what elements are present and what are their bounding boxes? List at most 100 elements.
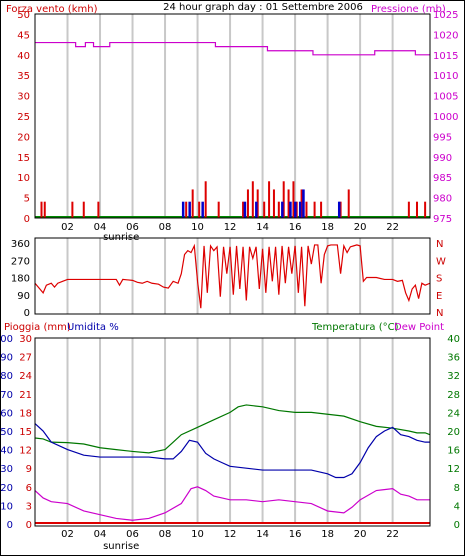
pressure-y-tick-label: 980 — [433, 194, 452, 205]
rain-y-tick-label: 18 — [19, 408, 32, 419]
wind-bar — [300, 189, 303, 218]
temperature-y-tick-label: 24 — [447, 408, 460, 419]
wind-bar — [246, 189, 249, 218]
wind-bar — [305, 201, 308, 218]
wind-y-tick-label: 30 — [17, 92, 30, 103]
rain-y-tick-label: 15 — [19, 427, 32, 438]
direction-y-tick-label: 90 — [17, 291, 30, 302]
wind-panel-grid — [66, 14, 394, 218]
wind-bar — [256, 189, 259, 218]
compass-label: W — [436, 256, 446, 267]
pressure-y-tick-label: 990 — [433, 153, 452, 164]
temperature-y-ticks: 0 4 8 12 16 20 24 28 32 36 40 — [447, 334, 460, 531]
pressure-y-tick-label: 1025 — [433, 10, 458, 21]
pressure-y-tick-label: 985 — [433, 173, 452, 184]
pressure-y-tick-label: 995 — [433, 132, 452, 143]
wind-axis-title: Forza vento (kmh) — [6, 4, 98, 15]
x-tick-label: 12 — [224, 222, 237, 233]
x-tick-label: 14 — [256, 222, 269, 233]
pressure-axis-title: Pressione (mb) — [371, 4, 446, 15]
direction-y-tick-label: 180 — [11, 274, 30, 285]
pressure-y-tick-label: 1000 — [433, 112, 458, 123]
wind-bar — [198, 201, 201, 218]
temperature-axis-title: Temperatura (°C) — [311, 322, 399, 333]
x-tick-label: 10 — [191, 222, 204, 233]
wind-y-tick-label: 45 — [17, 30, 30, 41]
x-tick-label: 10 — [191, 529, 204, 540]
x-tick-label: 18 — [321, 222, 334, 233]
chart-title: 24 hour graph day : 01 Settembre 2006 — [163, 2, 363, 13]
wind-bar — [277, 201, 280, 218]
gust-bar — [289, 201, 292, 218]
x-tick-label: 02 — [61, 529, 74, 540]
wind-bar — [204, 181, 207, 218]
wind-bar — [43, 201, 46, 218]
rain-y-tick-label: 21 — [19, 390, 32, 401]
wind-bar — [242, 201, 245, 218]
x-tick-label: 12 — [224, 529, 237, 540]
x-tick-label: 18 — [321, 529, 334, 540]
rain-y-tick-label: 6 — [26, 483, 32, 494]
wind-bar — [415, 201, 418, 218]
humidity-y-tick-label: 0 — [7, 520, 13, 531]
wind-y-ticks: 0 5 10 15 20 25 30 35 40 45 50 — [17, 10, 30, 225]
x-tick-label: 22 — [386, 529, 399, 540]
wind-y-tick-label: 5 — [24, 194, 30, 205]
compass-label: E — [436, 291, 442, 302]
x-tick-label: 14 — [256, 529, 269, 540]
wind-bar — [82, 201, 85, 218]
wind-bar — [320, 201, 323, 218]
x-tick-label: 16 — [289, 529, 302, 540]
gust-bar — [294, 201, 297, 218]
humidity-y-tick-label: 90 — [0, 353, 13, 364]
direction-y-tick-label: 270 — [11, 256, 30, 267]
wind-y-tick-label: 15 — [17, 153, 30, 164]
humidity-y-tick-label: 10 — [0, 501, 13, 512]
pressure-y-tick-label: 1010 — [433, 71, 458, 82]
rain-y-tick-label: 0 — [26, 520, 32, 531]
temperature-line — [34, 404, 431, 454]
x-tick-label: 20 — [354, 222, 367, 233]
x-tick-label: 22 — [386, 222, 399, 233]
temperature-y-tick-label: 36 — [447, 353, 460, 364]
x-tick-label: 08 — [159, 222, 172, 233]
pressure-y-ticks: 975 980 985 990 995 1000 1005 1010 1015 1020 1025 — [433, 10, 458, 225]
direction-panel-marks — [34, 243, 431, 309]
gust-bar — [181, 201, 185, 218]
humidity-y-tick-label: 60 — [0, 408, 13, 419]
temperature-y-tick-label: 8 — [454, 483, 460, 494]
wind-y-tick-label: 0 — [24, 214, 30, 225]
temperature-y-tick-label: 0 — [454, 520, 460, 531]
rain-y-tick-label: 9 — [26, 464, 32, 475]
x-tick-label: 08 — [159, 529, 172, 540]
wind-bar — [347, 189, 350, 218]
humidity-axis-title: Umidita % — [67, 322, 119, 333]
gust-bar — [298, 201, 302, 218]
humidity-y-tick-label: 100 — [0, 334, 13, 345]
gust-bar — [281, 201, 284, 218]
temperature-y-tick-label: 40 — [447, 334, 460, 345]
humidity-rain-y-ticks: 0 10 20 30 40 50 60 70 80 90 100 0 3 6 9 12 15 18 21 24 27 30 — [0, 334, 32, 531]
humidity-y-tick-label: 70 — [0, 390, 13, 401]
direction-panel-frame — [34, 237, 431, 315]
direction-panel-grid — [66, 238, 394, 314]
wind-bar — [217, 201, 220, 218]
sunrise-label: sunrise — [103, 541, 139, 552]
wind-bar — [313, 201, 316, 218]
temperature-y-tick-label: 12 — [447, 464, 460, 475]
wind-bar — [251, 181, 254, 218]
humidity-y-tick-label: 40 — [0, 446, 13, 457]
wind-y-tick-label: 25 — [17, 112, 30, 123]
wind-bar — [268, 181, 271, 218]
pressure-y-tick-label: 1020 — [433, 30, 458, 41]
wind-y-tick-label: 10 — [17, 173, 30, 184]
wind-bar — [40, 201, 43, 218]
wind-bar — [295, 201, 298, 218]
gust-bar — [201, 201, 204, 218]
wind-panel-frame — [34, 13, 431, 219]
gust-bar — [243, 201, 247, 218]
x-tick-label: 06 — [126, 222, 139, 233]
temperature-y-tick-label: 16 — [447, 446, 460, 457]
